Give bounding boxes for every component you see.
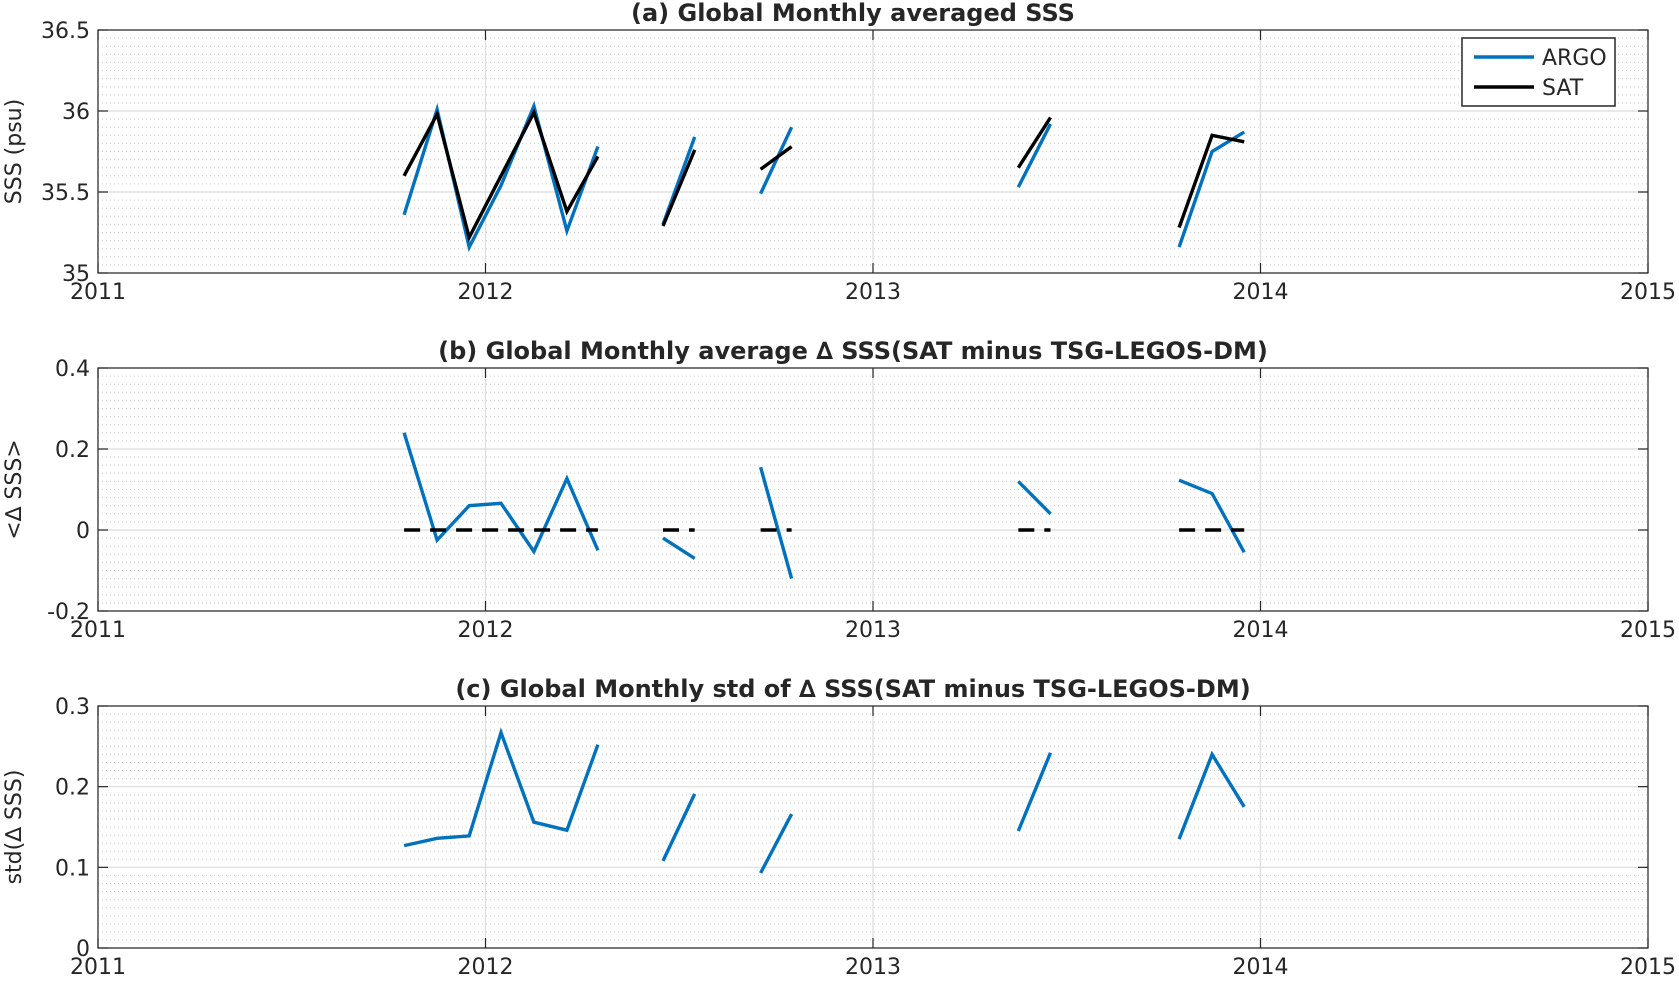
sat-line-segment (1016, 116, 1052, 169)
y-tick-label: 0 (76, 519, 90, 544)
x-tick-label: 2011 (70, 618, 126, 643)
delta-sss-line-segment (1017, 480, 1052, 515)
chart-panel-1: 2011 2012 2013 2014 2015 35 35.5 36 36.5 (a) Glob… (2, 0, 1676, 305)
y-tick-label: 0.3 (55, 695, 90, 720)
x-tick-label: 2014 (1233, 618, 1289, 643)
delta-sss-line-segment (1016, 752, 1053, 832)
y-tick-label: 0.1 (55, 856, 90, 881)
sat-line-segment (759, 145, 793, 171)
x-tick-label: 2015 (1620, 618, 1676, 643)
delta-sss-line-segment (403, 727, 600, 848)
chart-title: (a) Global Monthly averaged SSS (631, 0, 1075, 27)
y-axis-label: std(∆ SSS) (2, 770, 27, 885)
argo-line-segment (402, 100, 600, 252)
y-tick-label: -0.2 (47, 600, 90, 625)
x-tick-label: 2011 (70, 280, 126, 305)
delta-sss-line-segment (661, 793, 697, 862)
sat-line-segment (661, 149, 697, 227)
x-tick-label: 2012 (458, 280, 514, 305)
y-tick-label: 35.5 (41, 181, 90, 206)
argo-line-segment (759, 126, 794, 195)
x-tick-label: 2011 (70, 955, 126, 980)
delta-sss-line-segment (1177, 750, 1246, 840)
y-tick-label: 0 (76, 937, 90, 962)
delta-sss-line-segment (1178, 478, 1246, 554)
x-tick-label: 2014 (1233, 955, 1289, 980)
y-tick-label: 0.2 (55, 438, 90, 463)
y-tick-label: 35 (62, 262, 90, 287)
x-tick-label: 2015 (1620, 955, 1676, 980)
sat-line-segment (402, 108, 600, 243)
x-tick-label: 2013 (845, 280, 901, 305)
x-tick-label: 2012 (458, 618, 514, 643)
y-tick-label: 36 (62, 100, 90, 125)
delta-sss-line-segment (662, 536, 696, 560)
chart-panel-2: 2011 2012 2013 2014 2015 -0.2 0 0.2 0.4 (b) Globa… (2, 337, 1676, 643)
chart-title: (b) Global Monthly average ∆ SSS(SAT min… (438, 337, 1268, 365)
y-axis-label: SSS (psu) (2, 99, 27, 204)
chart-panel-3: 2011 2012 2013 2014 2015 0 0.1 0.2 0.3 (c) Global… (2, 675, 1676, 980)
y-tick-label: 36.5 (41, 19, 90, 44)
x-tick-label: 2013 (845, 955, 901, 980)
x-tick-label: 2014 (1233, 280, 1289, 305)
argo-line-segment (1016, 123, 1053, 188)
legend: ARGO SAT (1461, 37, 1616, 107)
delta-sss-line-segment (758, 466, 794, 580)
x-tick-label: 2012 (458, 955, 514, 980)
delta-sss-line-segment (402, 432, 600, 555)
argo-line-segment (1177, 130, 1246, 248)
x-tick-label: 2015 (1620, 280, 1676, 305)
x-tick-label: 2013 (845, 618, 901, 643)
sat-line-segment (1177, 133, 1245, 229)
delta-sss-line-segment (759, 813, 794, 874)
y-tick-label: 0.2 (55, 776, 90, 801)
legend-entry: SAT (1542, 76, 1584, 101)
chart-title: (c) Global Monthly std of ∆ SSS(SAT minu… (455, 675, 1250, 703)
y-tick-label: 0.4 (55, 357, 90, 382)
y-axis-label: <∆ SSS> (2, 439, 27, 539)
legend-entry: ARGO (1542, 46, 1607, 71)
legend-box (1461, 37, 1616, 107)
